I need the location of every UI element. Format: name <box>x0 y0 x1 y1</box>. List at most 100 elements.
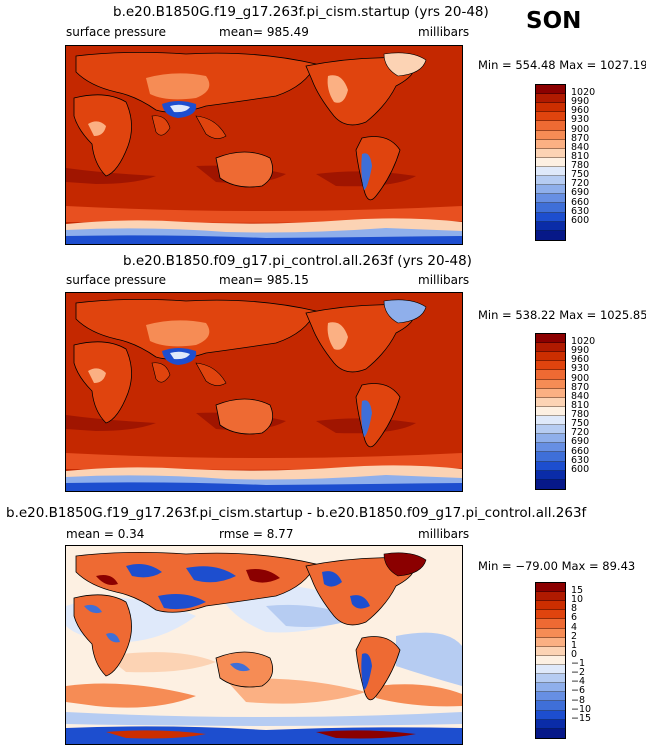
panel3-positive-anomaly <box>376 684 462 707</box>
colorbar-swatch <box>536 434 565 444</box>
panel3-rmse-label: rmse = 8.77 <box>219 527 294 541</box>
panel2-southeast-asia <box>195 362 227 386</box>
panel3-southern-negative-band <box>66 712 462 726</box>
panel3-map-svg <box>66 546 462 744</box>
colorbar-tick-label: 1 <box>571 639 578 651</box>
colorbar-swatch <box>536 388 565 398</box>
panel1-variable-label: surface pressure <box>66 25 166 39</box>
colorbar-swatch <box>536 121 565 131</box>
colorbar-swatch <box>536 728 565 738</box>
colorbar-swatch <box>536 343 565 353</box>
colorbar-tick-label: 930 <box>571 363 590 375</box>
colorbar-tick-label: 750 <box>571 169 590 181</box>
colorbar-swatch <box>536 166 565 177</box>
panel3-minmax-label: Min = −79.00 Max = 89.43 <box>478 559 636 573</box>
colorbar-tick-label: 840 <box>571 390 590 402</box>
colorbar-tick-label: 6 <box>571 612 578 624</box>
colorbar-swatch <box>536 479 565 489</box>
panel2-greenland <box>383 299 427 324</box>
colorbar-swatch <box>536 592 565 602</box>
panel1-colorbar <box>535 84 566 241</box>
colorbar-tick-label: 870 <box>571 132 590 144</box>
colorbar-swatch <box>536 637 565 647</box>
colorbar-swatch <box>536 683 565 693</box>
colorbar-tick-label: 690 <box>571 187 590 199</box>
colorbar-tick-label: 900 <box>571 123 590 135</box>
colorbar-tick-label: 660 <box>571 196 590 208</box>
colorbar-tick-label: 960 <box>571 354 590 366</box>
colorbar-tick-label: 810 <box>571 150 590 162</box>
panel1-mean-label: mean= 985.49 <box>219 25 309 39</box>
colorbar-tick-label: 900 <box>571 372 590 384</box>
panel1-colorbar-labels: 1020 990 960 930 900 870 840 810 780 750 720 690 660… <box>571 84 611 241</box>
panel3-units-label: millibars <box>418 527 470 541</box>
panel2-high-pressure-band <box>66 415 156 431</box>
panel3-antarctica-positive <box>316 730 416 739</box>
panel3-eurasia-positive <box>96 569 280 585</box>
colorbar-swatch <box>536 601 565 611</box>
panel3-africa-negative <box>84 604 120 643</box>
colorbar-swatch <box>536 452 565 462</box>
panel1-rockies <box>327 75 348 103</box>
colorbar-swatch <box>536 112 565 122</box>
panel3-eurasia-negative <box>126 564 236 610</box>
panel2-africa <box>73 341 132 424</box>
colorbar-tick-label: −2 <box>571 667 586 679</box>
colorbar-swatch <box>536 361 565 371</box>
panel2-map <box>65 292 463 492</box>
colorbar-swatch <box>536 370 565 380</box>
panel1-tibet-core <box>170 104 190 113</box>
colorbar-swatch <box>536 94 565 104</box>
colorbar-swatch <box>536 646 565 656</box>
colorbar-tick-label: 600 <box>571 463 590 475</box>
panel3-andes-negative <box>361 653 372 690</box>
colorbar-swatch <box>536 461 565 471</box>
colorbar-swatch <box>536 85 565 95</box>
colorbar-swatch <box>536 610 565 620</box>
panel1-minmax-label: Min = 554.48 Max = 1027.19 <box>478 58 646 72</box>
colorbar-swatch <box>536 628 565 638</box>
colorbar-swatch <box>536 203 565 213</box>
colorbar-tick-label: 750 <box>571 418 590 430</box>
colorbar-tick-label: 960 <box>571 105 590 117</box>
colorbar-tick-label: 870 <box>571 381 590 393</box>
colorbar-tick-label: 630 <box>571 205 590 217</box>
panel3-colorbar <box>535 582 566 739</box>
colorbar-swatch <box>536 334 565 344</box>
colorbar-swatch <box>536 157 565 167</box>
colorbar-swatch <box>536 194 565 204</box>
colorbar-swatch <box>536 619 565 629</box>
panel2-antarctica-core <box>66 482 462 491</box>
panel3-australia-negative <box>230 662 250 672</box>
panel3-positive-anomaly <box>66 683 196 708</box>
colorbar-tick-label: 840 <box>571 141 590 153</box>
panel2-africa-highlands <box>88 368 106 383</box>
panel2-australia <box>215 398 274 435</box>
panel1-australia <box>215 151 274 188</box>
colorbar-swatch <box>536 655 565 665</box>
colorbar-swatch <box>536 139 565 149</box>
panel2-andes <box>361 400 372 437</box>
panel2-units-label: millibars <box>418 273 470 287</box>
colorbar-tick-label: 690 <box>571 436 590 448</box>
colorbar-tick-label: 1020 <box>571 336 596 348</box>
colorbar-tick-label: 0 <box>571 648 578 660</box>
panel3-greenland <box>383 552 427 577</box>
panel1-africa <box>73 94 132 177</box>
colorbar-tick-label: −10 <box>571 703 592 715</box>
colorbar-tick-label: 2 <box>571 630 578 642</box>
panel1-title: b.e20.B1850G.f19_g17.263f.pi_cism.startu… <box>113 4 489 20</box>
colorbar-tick-label: −15 <box>571 712 592 724</box>
colorbar-swatch <box>536 148 565 158</box>
panel2-colorbar-labels: 1020 990 960 930 900 870 840 810 780 750 720 690 660… <box>571 333 611 490</box>
panel1-greenland <box>383 52 427 77</box>
panel3-mean-label: mean = 0.34 <box>66 527 145 541</box>
colorbar-swatch <box>536 415 565 426</box>
panel2-southern-trough <box>66 453 462 470</box>
colorbar-tick-label: 780 <box>571 409 590 421</box>
panel3-colorbar-labels: 15 10 8 6 4 2 1 0 −1 −2 −4 −6 −8 −10 −15 <box>571 582 615 739</box>
panel1-india <box>151 115 171 136</box>
colorbar-swatch <box>536 212 565 222</box>
colorbar-swatch <box>536 230 565 240</box>
colorbar-swatch <box>536 425 565 435</box>
